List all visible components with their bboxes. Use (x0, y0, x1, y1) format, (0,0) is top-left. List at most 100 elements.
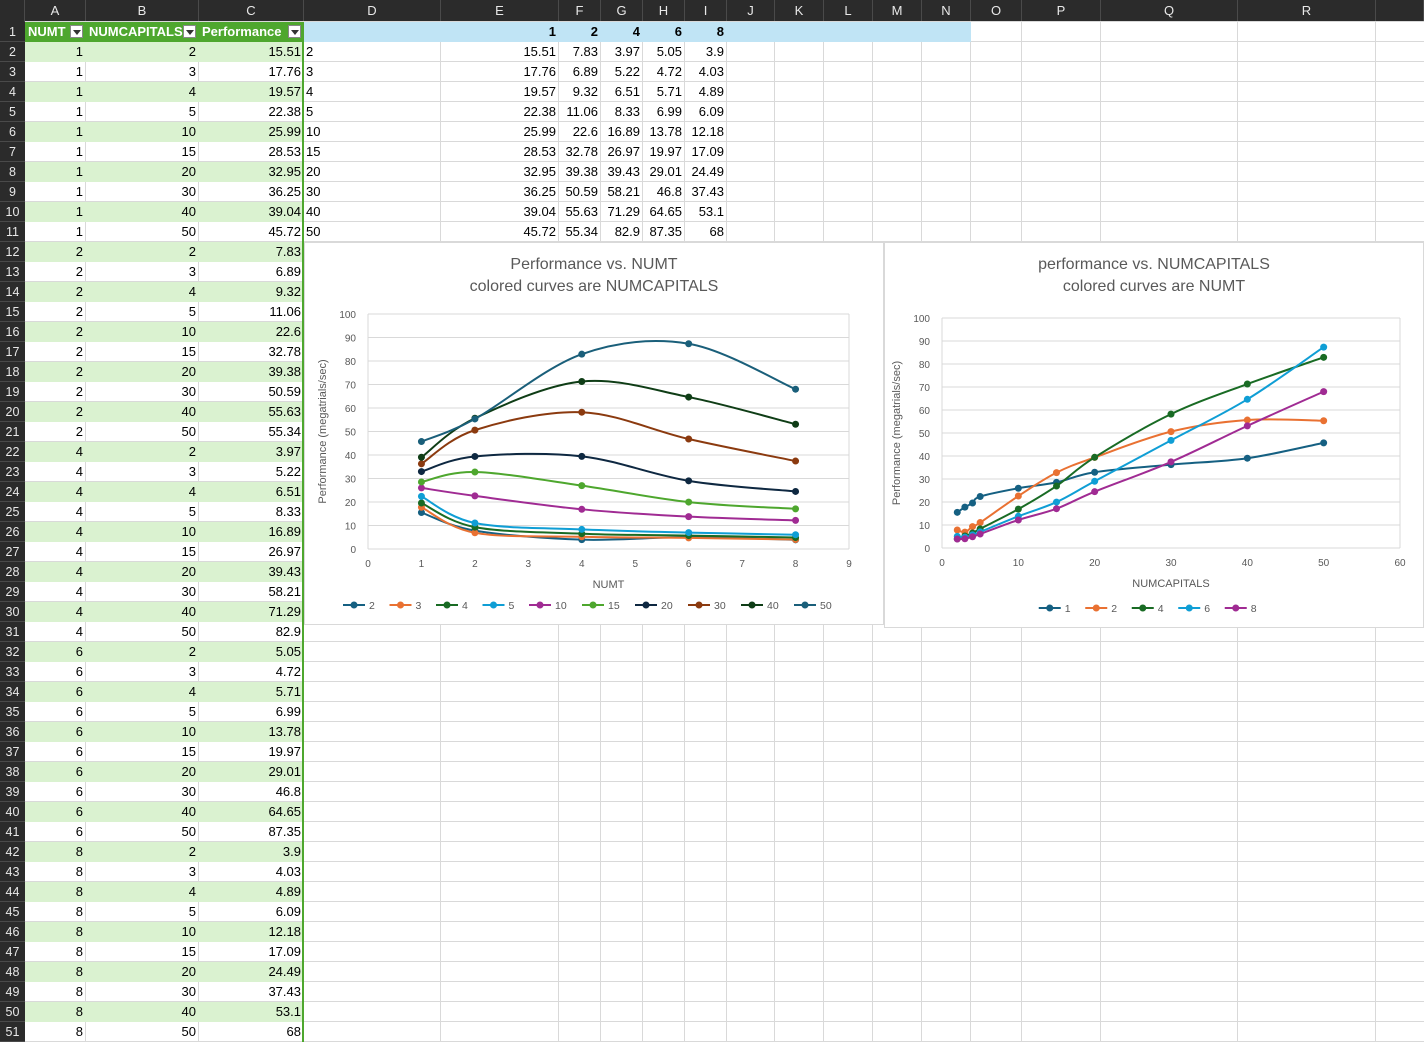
table-cell-numcapitals[interactable]: 2 (188, 844, 196, 859)
table-cell-numt[interactable]: 1 (75, 84, 83, 99)
table-cell-numt[interactable]: 1 (75, 204, 83, 219)
pivot-row-label[interactable]: 5 (306, 104, 314, 119)
table-cell-numt[interactable]: 6 (75, 744, 83, 759)
pivot-cell[interactable]: 3.9 (705, 44, 724, 59)
table-cell-numcapitals[interactable]: 30 (181, 384, 196, 399)
table-header-numcapitals[interactable]: NUMCAPITALS (86, 22, 199, 42)
column-header-l[interactable]: L (824, 0, 873, 22)
pivot-cell[interactable]: 26.97 (607, 144, 640, 159)
table-cell-performance[interactable]: 53.1 (275, 1004, 301, 1019)
table-cell-performance[interactable]: 6.89 (275, 264, 301, 279)
table-cell-numt[interactable]: 4 (75, 564, 83, 579)
table-cell-numt[interactable]: 2 (75, 364, 83, 379)
table-cell-numt[interactable]: 8 (75, 944, 83, 959)
row-header[interactable]: 44 (0, 882, 25, 902)
table-cell-performance[interactable]: 26.97 (268, 544, 301, 559)
row-header[interactable]: 40 (0, 802, 25, 822)
table-cell-numcapitals[interactable]: 5 (188, 104, 196, 119)
row-header[interactable]: 20 (0, 402, 25, 422)
table-cell-performance[interactable]: 6.09 (275, 904, 301, 919)
row-header[interactable]: 6 (0, 122, 25, 142)
table-cell-performance[interactable]: 58.21 (268, 584, 301, 599)
pivot-cell[interactable]: 50.59 (565, 184, 598, 199)
table-cell-performance[interactable]: 4.03 (275, 864, 301, 879)
table-cell-performance[interactable]: 55.63 (268, 404, 301, 419)
pivot-row-label[interactable]: 40 (306, 204, 321, 219)
table-cell-numcapitals[interactable]: 40 (181, 404, 196, 419)
pivot-cell[interactable]: 13.78 (649, 124, 682, 139)
table-cell-numcapitals[interactable]: 10 (181, 124, 196, 139)
table-cell-numcapitals[interactable]: 2 (188, 44, 196, 59)
table-cell-numt[interactable]: 6 (75, 724, 83, 739)
table-cell-numcapitals[interactable]: 10 (181, 924, 196, 939)
row-header[interactable]: 13 (0, 262, 25, 282)
row-header[interactable]: 51 (0, 1022, 25, 1042)
table-cell-numcapitals[interactable]: 40 (181, 604, 196, 619)
column-header-h[interactable]: H (643, 0, 685, 22)
row-header[interactable]: 46 (0, 922, 25, 942)
table-cell-performance[interactable]: 36.25 (268, 184, 301, 199)
table-cell-numt[interactable]: 2 (75, 264, 83, 279)
pivot-cell[interactable]: 46.8 (656, 184, 682, 199)
table-cell-numt[interactable]: 1 (75, 44, 83, 59)
table-cell-performance[interactable]: 46.8 (275, 784, 301, 799)
table-cell-performance[interactable]: 39.04 (268, 204, 301, 219)
table-cell-numcapitals[interactable]: 4 (188, 84, 196, 99)
pivot-cell[interactable]: 36.25 (523, 184, 556, 199)
table-cell-performance[interactable]: 87.35 (268, 824, 301, 839)
table-cell-performance[interactable]: 19.97 (268, 744, 301, 759)
table-cell-performance[interactable]: 28.53 (268, 144, 301, 159)
row-header[interactable]: 31 (0, 622, 25, 642)
table-cell-numt[interactable]: 4 (75, 584, 83, 599)
column-header-f[interactable]: F (559, 0, 601, 22)
pivot-row-label[interactable]: 30 (306, 184, 321, 199)
table-cell-numcapitals[interactable]: 20 (181, 364, 196, 379)
table-cell-performance[interactable]: 55.34 (268, 424, 301, 439)
row-header[interactable]: 32 (0, 642, 25, 662)
table-cell-numt[interactable]: 4 (75, 504, 83, 519)
pivot-cell[interactable]: 53.1 (698, 204, 724, 219)
table-cell-numcapitals[interactable]: 50 (181, 224, 196, 239)
table-cell-numt[interactable]: 2 (75, 344, 83, 359)
column-header-q[interactable]: Q (1101, 0, 1238, 22)
table-cell-numcapitals[interactable]: 10 (181, 724, 196, 739)
pivot-row-label[interactable]: 50 (306, 224, 321, 239)
row-header[interactable]: 9 (0, 182, 25, 202)
row-header[interactable]: 39 (0, 782, 25, 802)
pivot-cell[interactable]: 25.99 (523, 124, 556, 139)
row-header[interactable]: 50 (0, 1002, 25, 1022)
table-cell-numcapitals[interactable]: 5 (188, 504, 196, 519)
row-header[interactable]: 37 (0, 742, 25, 762)
column-header-e[interactable]: E (441, 0, 559, 22)
row-header[interactable]: 18 (0, 362, 25, 382)
table-cell-performance[interactable]: 39.43 (268, 564, 301, 579)
column-header-s[interactable] (1376, 0, 1424, 22)
select-all-corner[interactable] (0, 0, 25, 22)
table-cell-numcapitals[interactable]: 3 (188, 264, 196, 279)
pivot-cell[interactable]: 22.6 (572, 124, 598, 139)
column-header-i[interactable]: I (685, 0, 727, 22)
table-cell-performance[interactable]: 12.18 (268, 924, 301, 939)
table-cell-numcapitals[interactable]: 3 (188, 64, 196, 79)
row-header[interactable]: 35 (0, 702, 25, 722)
table-cell-performance[interactable]: 3.9 (282, 844, 301, 859)
table-cell-performance[interactable]: 4.89 (275, 884, 301, 899)
pivot-cell[interactable]: 29.01 (649, 164, 682, 179)
row-header[interactable]: 30 (0, 602, 25, 622)
table-cell-numcapitals[interactable]: 30 (181, 584, 196, 599)
filter-dropdown-icon[interactable] (183, 25, 196, 38)
pivot-row-label[interactable]: 4 (306, 84, 314, 99)
row-header[interactable]: 24 (0, 482, 25, 502)
table-cell-performance[interactable]: 8.33 (275, 504, 301, 519)
table-cell-performance[interactable]: 68 (286, 1024, 301, 1039)
table-cell-performance[interactable]: 32.78 (268, 344, 301, 359)
table-cell-numcapitals[interactable]: 40 (181, 204, 196, 219)
pivot-row-label[interactable]: 2 (306, 44, 314, 59)
table-cell-numcapitals[interactable]: 15 (181, 144, 196, 159)
pivot-cell[interactable]: 8.33 (614, 104, 640, 119)
pivot-cell[interactable]: 5.22 (614, 64, 640, 79)
table-cell-numt[interactable]: 8 (75, 924, 83, 939)
table-cell-numcapitals[interactable]: 50 (181, 424, 196, 439)
table-cell-numt[interactable]: 6 (75, 784, 83, 799)
table-cell-performance[interactable]: 25.99 (268, 124, 301, 139)
